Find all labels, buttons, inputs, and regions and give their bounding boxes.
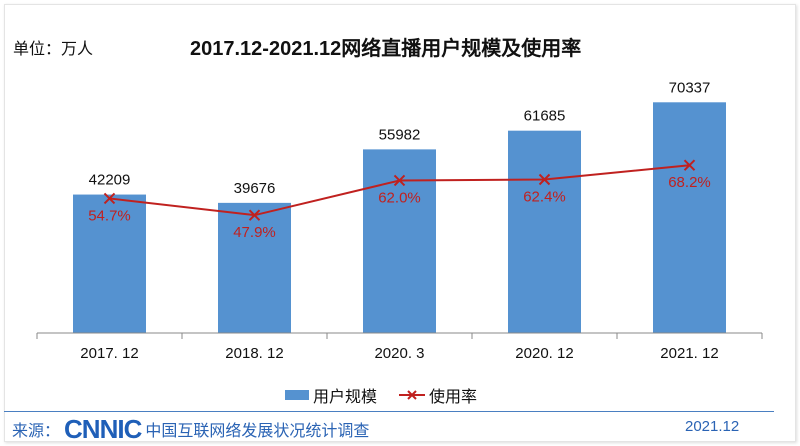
bar xyxy=(508,130,581,333)
legend-line-label: 使用率 xyxy=(429,389,478,406)
bar xyxy=(218,202,291,333)
x-tick-label: 2018. 12 xyxy=(225,345,283,362)
usage-rate-marker xyxy=(393,174,406,187)
usage-rate-marker xyxy=(248,209,261,221)
usage-rate-label: 54.7% xyxy=(88,207,131,224)
source-text: 中国互联网络发展状况统计调查 xyxy=(145,423,370,440)
cnnic-logo: CNNIC xyxy=(64,414,142,444)
unit-label: 单位：万人 xyxy=(13,41,94,58)
bar xyxy=(73,194,146,333)
usage-rate-label: 68.2% xyxy=(668,174,711,191)
legend-bar-label: 用户规模 xyxy=(313,389,378,406)
usage-rate-label: 47.9% xyxy=(233,224,276,241)
usage-rate-marker xyxy=(103,192,116,205)
usage-rate-marker xyxy=(683,159,696,171)
source-label: 来源： xyxy=(12,423,61,440)
x-tick-label: 2020. 12 xyxy=(515,345,573,362)
footer-date: 2021.12 xyxy=(685,418,740,435)
chart-title: 2017.12-2021.12网络直播用户规模及使用率 xyxy=(190,38,582,60)
x-tick-label: 2017. 12 xyxy=(80,345,138,362)
usage-rate-label: 62.0% xyxy=(378,189,421,206)
bar xyxy=(653,102,726,333)
bar-value-label: 42209 xyxy=(89,172,131,189)
legend-bar-swatch xyxy=(285,390,309,400)
source: 来源： CNNIC 中国互联网络发展状况统计调查 xyxy=(12,414,370,444)
x-tick-label: 2021. 12 xyxy=(660,345,718,362)
bar-value-label: 61685 xyxy=(524,108,566,125)
bar-value-label: 39676 xyxy=(234,180,276,197)
x-tick-label: 2020. 3 xyxy=(374,345,424,362)
footer-divider xyxy=(4,411,774,412)
legend-line-swatch xyxy=(399,388,426,402)
chart-frame xyxy=(4,4,796,442)
bar xyxy=(363,149,436,333)
bar-value-label: 70337 xyxy=(669,79,711,96)
usage-rate-marker xyxy=(538,173,551,186)
usage-rate-label: 62.4% xyxy=(523,188,566,205)
bar-value-label: 55982 xyxy=(379,126,421,143)
legend: 用户规模 使用率 xyxy=(285,383,477,407)
